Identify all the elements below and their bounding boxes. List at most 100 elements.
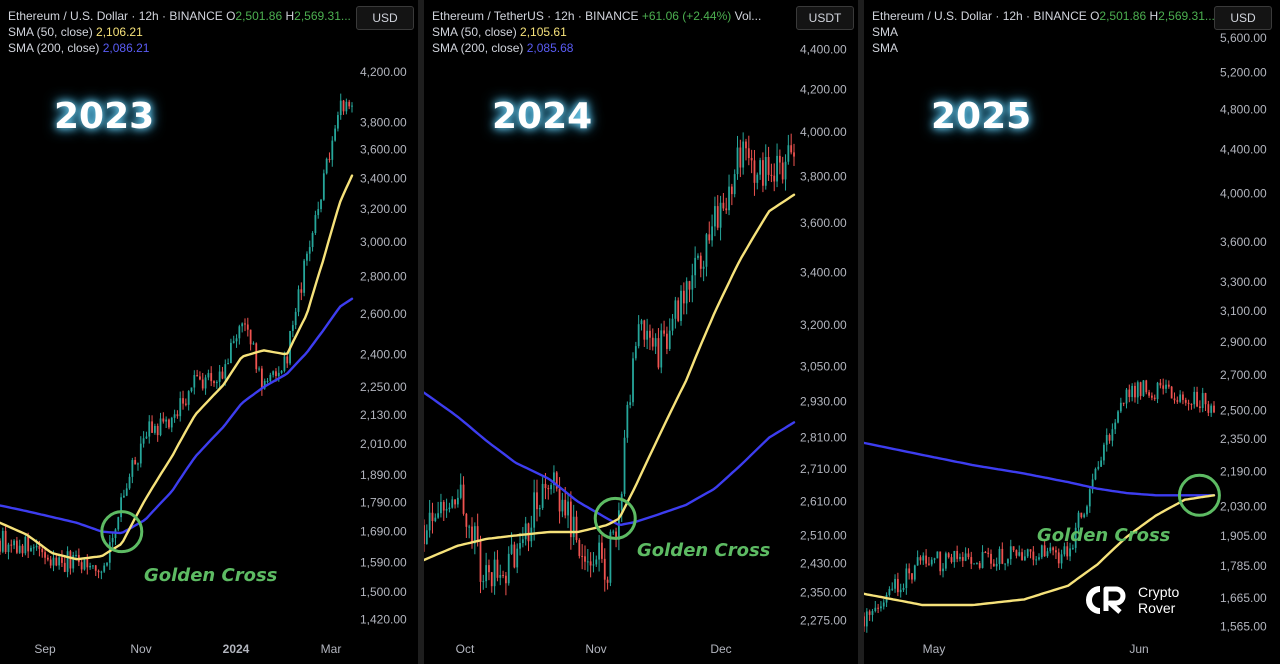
y-tick-label: 2,500.00	[1220, 403, 1267, 417]
candle	[156, 423, 159, 442]
candle-body	[13, 540, 15, 546]
candle	[272, 370, 275, 378]
candle-body	[992, 563, 995, 567]
candle-body	[476, 526, 479, 542]
candle	[990, 549, 992, 570]
candle	[1156, 381, 1159, 404]
candle-body	[747, 148, 750, 158]
sma200-label[interactable]: SMA (200, close)	[432, 41, 524, 55]
crypto-rover-logo-icon	[1086, 586, 1126, 614]
currency-button[interactable]: USD	[1214, 6, 1272, 30]
candle	[300, 282, 303, 301]
candle	[716, 195, 719, 231]
candle-body	[880, 606, 882, 609]
candle	[134, 456, 137, 465]
candle	[784, 154, 787, 191]
candle	[339, 93, 342, 120]
candle-body	[454, 499, 456, 505]
candle	[258, 366, 260, 372]
candle	[114, 528, 117, 546]
candle-body	[18, 545, 21, 553]
sma50-value: 2,105.61	[520, 25, 567, 39]
candle-body	[1055, 550, 1057, 553]
candle-body	[83, 557, 86, 570]
candle-body	[320, 199, 322, 210]
sma50-label[interactable]: SMA	[872, 25, 899, 39]
candle	[0, 538, 1, 555]
candle	[1114, 419, 1117, 435]
candle	[227, 358, 229, 365]
y-tick-label: 3,200.00	[800, 318, 847, 332]
x-tick-label: Sep	[34, 642, 56, 656]
candle-body	[586, 561, 589, 563]
currency-button[interactable]: USD	[356, 6, 414, 30]
candle-body	[990, 553, 992, 564]
y-tick-label: 3,800.00	[800, 169, 847, 183]
candle	[77, 548, 80, 567]
candle	[1108, 433, 1111, 444]
candle-body	[1038, 557, 1040, 560]
candle-body	[187, 391, 190, 405]
currency-button[interactable]: USDT	[796, 6, 854, 30]
sma200-line	[424, 391, 796, 527]
candle	[1043, 539, 1046, 557]
candle	[567, 494, 569, 529]
candle	[179, 391, 182, 422]
candle-body	[434, 517, 437, 522]
candle-body	[1187, 402, 1190, 404]
candle	[956, 545, 959, 563]
candle-body	[640, 320, 643, 325]
candle-body	[922, 555, 925, 561]
candle-body	[959, 557, 961, 559]
candle	[445, 498, 448, 518]
golden-cross-label: Golden Cross	[637, 540, 771, 561]
candle	[1091, 473, 1094, 494]
candle-body	[1071, 547, 1074, 549]
candle-body	[524, 523, 527, 540]
symbol-label[interactable]: Ethereum / U.S. Dollar · 12h · BINANCE	[8, 9, 223, 23]
candle	[558, 477, 561, 524]
candle	[1201, 387, 1204, 413]
candle	[787, 134, 790, 165]
candle-body	[1162, 385, 1165, 389]
candle-body	[1009, 546, 1012, 560]
candle	[778, 149, 781, 175]
candle-body	[425, 530, 428, 545]
candle	[516, 543, 519, 574]
sma200-label[interactable]: SMA	[872, 41, 899, 55]
candle-body	[626, 404, 629, 438]
sma200-label[interactable]: SMA (200, close)	[8, 41, 100, 55]
candle-body	[939, 551, 942, 572]
symbol-label[interactable]: Ethereum / TetherUS · 12h · BINANCE	[432, 9, 639, 23]
candle	[1128, 384, 1131, 403]
candle	[434, 513, 437, 523]
sma50-label[interactable]: SMA (50, close)	[432, 25, 517, 39]
candle-body	[89, 565, 92, 568]
symbol-label[interactable]: Ethereum / U.S. Dollar · 12h · BINANCE	[872, 9, 1087, 23]
candle	[291, 320, 294, 338]
candle-body	[750, 157, 753, 161]
candle	[145, 431, 148, 440]
y-tick-label: 4,200.00	[360, 65, 407, 79]
sma50-label[interactable]: SMA (50, close)	[8, 25, 93, 39]
x-tick-label: Oct	[456, 642, 475, 656]
candle	[314, 210, 317, 236]
candle	[94, 564, 97, 577]
sma50-value: 2,106.21	[96, 25, 143, 39]
candle	[190, 387, 193, 393]
candle	[488, 559, 490, 581]
candle-body	[643, 320, 646, 340]
candle-body	[1117, 411, 1119, 423]
chart-panel-2023: 4,200.00 3,800.00 3,600.00 3,400.00 3,200.00…	[0, 0, 418, 664]
change-value: +61.06 (+2.44%)	[641, 9, 732, 23]
candle	[1057, 548, 1060, 569]
candle-body	[46, 557, 49, 560]
candle-body	[555, 472, 558, 489]
candle	[1001, 542, 1004, 565]
candle-body	[984, 551, 987, 553]
candle	[888, 586, 891, 597]
candle	[1204, 392, 1207, 411]
panel-divider[interactable]	[858, 0, 864, 664]
candle-body	[227, 363, 229, 365]
panel-divider[interactable]	[418, 0, 424, 664]
